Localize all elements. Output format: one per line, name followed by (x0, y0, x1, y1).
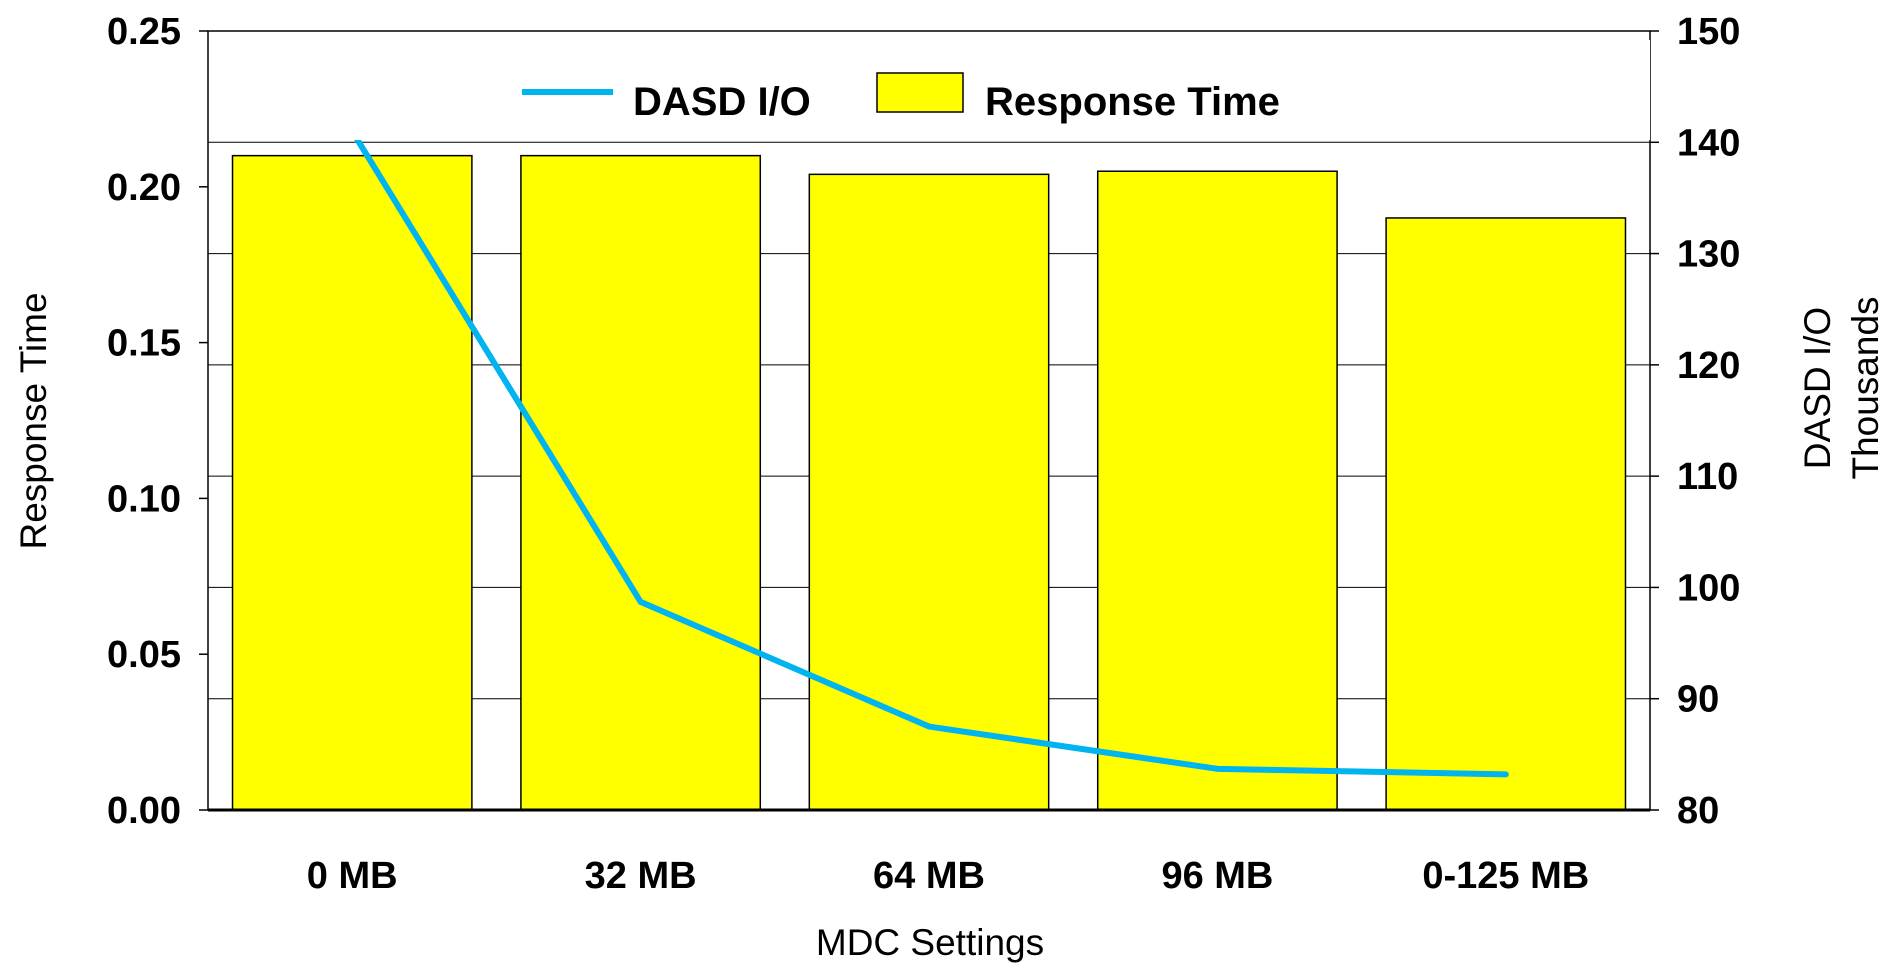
left-axis-tick-label-5: 0.25 (107, 11, 181, 53)
right-axis-tick-label-3: 110 (1677, 456, 1738, 498)
left-axis-tick-label-3: 0.15 (107, 323, 181, 365)
x-axis-title: MDC Settings (816, 922, 1044, 963)
right-axis-tick-label-2: 100 (1677, 567, 1740, 609)
bar-response-time-4 (1385, 217, 1627, 811)
bar-response-time-0 (231, 154, 473, 811)
bars (231, 154, 1627, 811)
right-axis-tick-label-5: 130 (1677, 234, 1740, 276)
legend-label-response-time: Response Time (985, 80, 1280, 124)
legend-label-dasd-io: DASD I/O (633, 80, 811, 124)
x-axis-category-label-4: 0-125 MB (1422, 855, 1589, 897)
x-axis-category-label-0: 0 MB (307, 855, 398, 897)
right-axis-tick-label-6: 140 (1677, 122, 1740, 164)
y-axis-left-title: Response Time (13, 292, 54, 549)
left-axis-tick-label-4: 0.20 (107, 167, 181, 209)
right-axis-tick-label-4: 120 (1677, 345, 1740, 387)
right-axis-tick-label-0: 80 (1677, 790, 1719, 832)
bar-response-time-2 (808, 173, 1050, 811)
legend-bar-swatch (876, 72, 964, 113)
y-axis-right-unit: Thousands (1845, 296, 1886, 479)
dasd-io-line-series (349, 128, 1509, 778)
left-axis-tick-label-1: 0.05 (107, 634, 181, 676)
y-axis-right-title: DASD I/O (1797, 307, 1838, 469)
x-axis-category-label-3: 96 MB (1161, 855, 1273, 897)
line-dasd-io (349, 128, 1509, 778)
left-axis-tick-label-0: 0.00 (107, 790, 181, 832)
bar-response-time-1 (520, 154, 762, 811)
left-axis-tick-label-2: 0.10 (107, 478, 181, 520)
right-axis-tick-label-7: 150 (1677, 11, 1740, 53)
x-axis-category-label-2: 64 MB (873, 855, 985, 897)
x-axis-category-label-1: 32 MB (585, 855, 697, 897)
legend: DASD I/O Response Time (210, 40, 1650, 140)
right-axis-tick-label-1: 90 (1677, 679, 1719, 721)
bar-response-time-3 (1096, 170, 1338, 811)
plot-frame (199, 30, 1659, 812)
tick-labels: 80 90 100 110 120 130 140 150 0.00 0.05 0.10 0.15 0.… (107, 11, 1740, 897)
